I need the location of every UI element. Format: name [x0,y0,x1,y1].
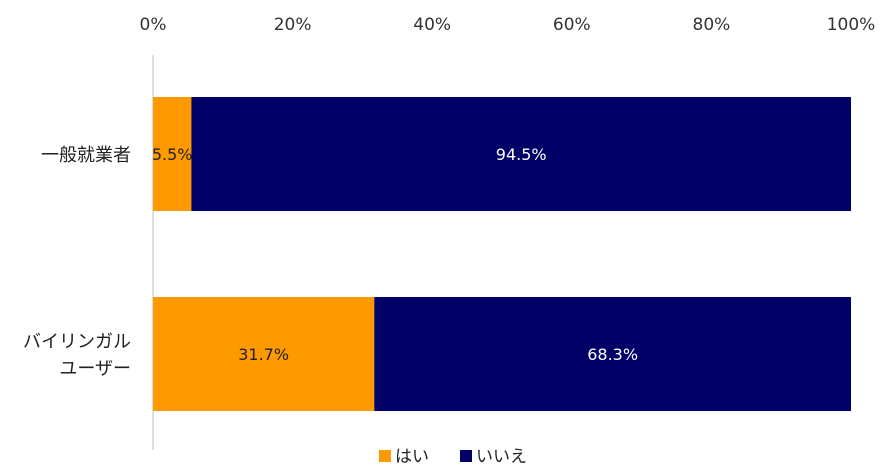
data-label: 5.5% [152,145,193,164]
legend: はい いいえ [379,447,527,467]
x-tick-label: 60% [553,15,591,35]
bar-groups: 5.5% 94.5% 31.7% 68.3% [152,97,851,411]
data-label: 31.7% [238,345,289,364]
category-label: ユーザー [59,359,131,380]
x-tick-label: 100% [827,15,876,35]
category-label: 一般就業者 [41,145,131,166]
bar-segment [153,297,375,411]
legend-swatch [460,450,472,462]
bar-segment [153,97,192,211]
legend-swatch [379,450,391,462]
bar-segment [374,297,851,411]
data-label: 94.5% [496,145,547,164]
bar-segment [191,97,851,211]
x-tick-label: 80% [693,15,731,35]
x-tick-label: 20% [274,15,312,35]
x-axis-tick-labels: 0% 20% 40% 60% 80% 100% [140,15,876,35]
x-tick-label: 40% [413,15,451,35]
x-tick-label: 0% [140,15,167,35]
category-label: バイリンガル [23,332,131,353]
data-label: 68.3% [587,345,638,364]
legend-label: いいえ [476,447,527,467]
legend-label: はい [395,447,429,467]
